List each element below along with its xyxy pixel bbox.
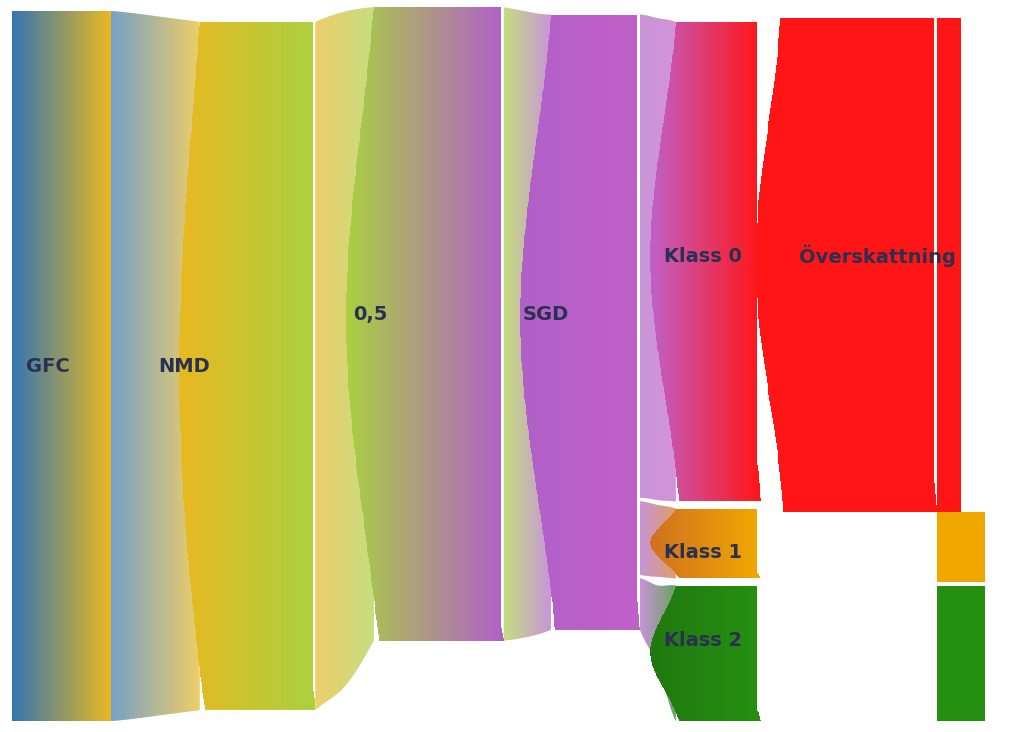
Text: Klass 0: Klass 0 xyxy=(664,247,741,266)
Text: Överskattning: Överskattning xyxy=(799,245,955,267)
Polygon shape xyxy=(937,18,961,512)
Text: Klass 2: Klass 2 xyxy=(664,631,741,650)
Text: SGD: SGD xyxy=(522,305,568,324)
Polygon shape xyxy=(937,512,961,582)
Text: NMD: NMD xyxy=(159,356,211,376)
Polygon shape xyxy=(961,512,985,582)
Text: GFC: GFC xyxy=(26,356,70,376)
Polygon shape xyxy=(961,586,985,721)
Text: 0,5: 0,5 xyxy=(353,305,388,324)
Polygon shape xyxy=(937,586,961,721)
Text: Klass 1: Klass 1 xyxy=(664,543,741,562)
